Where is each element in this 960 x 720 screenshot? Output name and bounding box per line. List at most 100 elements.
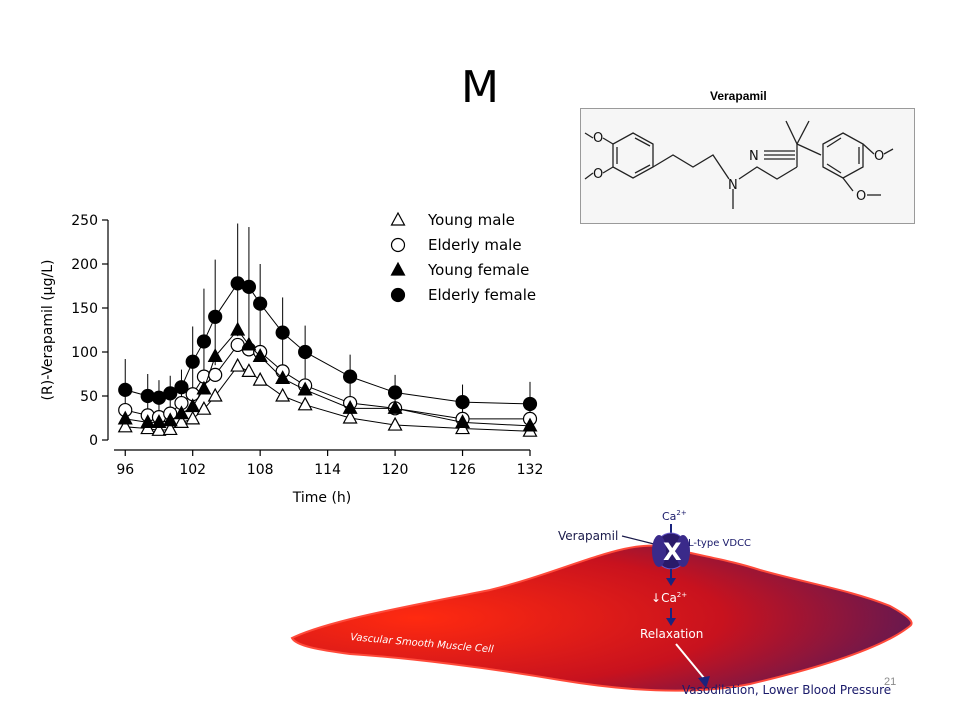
- ca-influx-label: Ca2+: [662, 509, 687, 523]
- data-point-marker: [118, 382, 133, 397]
- drug-label: Verapamil: [558, 529, 618, 543]
- data-point-marker: [196, 400, 212, 415]
- data-point-marker: [241, 363, 257, 377]
- x-axis-title: Time (h): [292, 490, 352, 504]
- y-tick-label: 50: [80, 389, 98, 405]
- x-tick-label: 132: [517, 462, 544, 478]
- data-point-marker: [275, 370, 291, 384]
- block-x-icon: X: [663, 538, 682, 566]
- y-tick-label: 200: [71, 257, 98, 273]
- data-point-marker: [185, 410, 201, 425]
- data-point-marker: [117, 410, 133, 425]
- data-point-marker: [298, 344, 313, 360]
- data-point-marker: [207, 387, 223, 402]
- data-point-marker: [207, 348, 223, 362]
- data-point-marker: [196, 380, 212, 395]
- legend-item: Young male: [390, 211, 515, 229]
- data-point-marker: [173, 414, 189, 428]
- x-tick-label: 102: [179, 462, 206, 478]
- data-point-marker: [387, 385, 403, 400]
- data-point-marker: [162, 412, 178, 427]
- data-point-marker: [208, 309, 223, 324]
- verapamil-concentration-chart: 0 50 100 150 200 250 96 102 108 114 120 126 132 Time …: [40, 211, 543, 504]
- slide-title: M: [461, 62, 499, 113]
- data-point-marker: [196, 334, 212, 349]
- data-point-marker: [185, 398, 201, 413]
- atom-label-o-2: O: [593, 167, 603, 182]
- data-point-marker: [230, 321, 246, 336]
- data-point-marker: [151, 414, 167, 428]
- data-point-marker: [230, 357, 246, 372]
- data-point-marker: [275, 387, 291, 402]
- atom-label-n-nitrile: N: [749, 149, 759, 164]
- legend-item: Elderly female: [390, 286, 536, 304]
- data-point-marker: [297, 381, 313, 396]
- legend-item: Elderly male: [390, 236, 522, 254]
- drug-pointer-line: [621, 535, 655, 545]
- data-point-marker: [455, 414, 471, 428]
- data-point-marker: [297, 396, 313, 411]
- x-tick-label: 108: [247, 462, 274, 478]
- data-point-marker: [151, 422, 167, 436]
- chart-axes: 0 50 100 150 200 250 96 102 108 114 120 126 132 Time …: [40, 213, 543, 504]
- data-point-marker: [252, 348, 268, 362]
- relaxation-arrow: [675, 643, 705, 679]
- data-point-marker: [387, 416, 403, 431]
- data-point-marker: [343, 369, 358, 384]
- left-benzene-ring: [612, 132, 654, 179]
- chart-series-group: [117, 223, 538, 437]
- structure-caption: Verapamil: [710, 89, 767, 103]
- x-tick-label: 126: [449, 462, 476, 478]
- x-tick-label: 96: [116, 462, 134, 478]
- legend-item: Young female: [390, 261, 529, 279]
- reduced-ca-label: ↓Ca2+: [651, 591, 687, 605]
- y-tick-label: 100: [71, 345, 98, 361]
- smooth-muscle-cell: [290, 544, 913, 692]
- smooth-muscle-cell-diagram: Vascular Smooth Muscle Cell Verapamil Ca…: [290, 509, 913, 697]
- legend-label: Young female: [427, 261, 529, 279]
- data-point-marker: [241, 279, 257, 294]
- legend-label: Young male: [427, 211, 515, 229]
- x-tick-label: 120: [382, 462, 409, 478]
- y-tick-label: 150: [71, 301, 98, 317]
- data-point-marker: [163, 386, 178, 401]
- data-point-marker: [162, 421, 178, 436]
- atom-label-o-1: O: [593, 131, 603, 146]
- data-point-marker: [253, 296, 268, 311]
- y-tick-label: 250: [71, 213, 98, 229]
- data-point-marker: [455, 395, 470, 410]
- y-axis-title: (R)-Verapamil (µg/L): [40, 260, 56, 401]
- data-point-marker: [522, 417, 538, 432]
- atom-label-o-4: O: [856, 189, 866, 204]
- data-point-marker: [390, 287, 406, 303]
- data-point-marker: [390, 211, 406, 226]
- data-point-marker: [174, 380, 189, 395]
- y-tick-label: 0: [89, 433, 98, 449]
- data-point-marker: [387, 400, 403, 414]
- verapamil-structure: O O N N O O: [584, 120, 894, 209]
- data-point-marker: [522, 396, 538, 412]
- data-point-marker: [185, 354, 200, 369]
- data-point-marker: [275, 325, 290, 340]
- atom-label-o-3: O: [874, 149, 884, 164]
- series-young-female: [117, 321, 538, 432]
- outcome-label: Vasodilation, Lower Blood Pressure: [682, 683, 891, 697]
- relaxation-label: Relaxation: [640, 627, 703, 641]
- series-elderly-female: [118, 276, 538, 412]
- legend-label: Elderly female: [428, 286, 536, 304]
- chart-legend: Young male Elderly male Young female Elderl…: [390, 211, 536, 304]
- data-point-marker: [140, 414, 156, 428]
- right-benzene-ring: [822, 132, 864, 179]
- data-point-marker: [390, 237, 406, 253]
- x-tick-label: 114: [314, 462, 341, 478]
- verapamil-structure-panel: O O N N O O: [580, 108, 915, 224]
- legend-label: Elderly male: [428, 236, 522, 254]
- data-point-marker: [241, 336, 257, 351]
- data-point-marker: [117, 418, 133, 433]
- data-point-marker: [390, 261, 406, 276]
- data-point-marker: [252, 371, 268, 386]
- atom-label-n-amine: N: [728, 178, 738, 193]
- slide-number: 21: [884, 676, 897, 688]
- data-point-marker: [342, 400, 358, 414]
- channel-label: L-type VDCC: [688, 538, 751, 549]
